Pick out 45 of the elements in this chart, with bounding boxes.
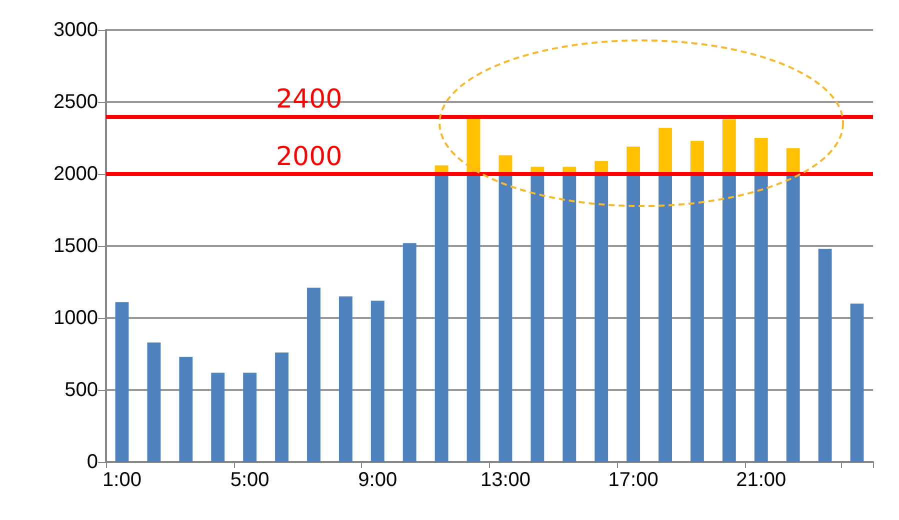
bar [754,138,768,174]
bar [850,304,864,462]
y-tick-label: 500 [64,379,98,401]
bar [243,372,257,462]
y-tick-label: 3000 [54,19,98,41]
y-tick-label: 0 [86,451,98,473]
bar [722,119,736,174]
bar [115,302,129,462]
bar [626,174,640,462]
ref-line-label: 2400 [276,84,342,114]
x-tick-label: 13:00 [480,469,531,491]
bar [179,356,193,462]
bar [786,148,800,174]
x-tick-label: 17:00 [608,469,658,491]
bar [562,174,576,462]
x-tick-label: 21:00 [736,469,786,491]
bar [498,174,512,462]
y-tick-label: 1500 [54,235,98,257]
bar [147,342,161,462]
bar [786,174,800,462]
bar [658,174,672,462]
bar [530,174,544,462]
bar [434,174,448,462]
bar [275,352,288,462]
bar [690,140,704,174]
bar [402,243,416,462]
bar [370,300,384,462]
bar [211,372,225,462]
bar [594,174,608,462]
y-tick-label: 1000 [54,307,98,329]
ref-line-label: 2000 [276,142,342,172]
bar [818,248,832,462]
x-tick-label: 5:00 [230,469,270,491]
bar [466,174,480,462]
y-tick-label: 2000 [54,163,98,185]
bar [307,288,320,462]
x-tick-label: 1:00 [102,469,142,491]
bar [722,174,736,462]
bar [626,146,640,174]
bar [658,128,672,174]
bar [754,174,768,462]
x-tick-label: 9:00 [358,469,398,491]
bar [338,296,352,462]
bar [690,174,704,462]
y-tick-label: 2500 [54,91,98,113]
